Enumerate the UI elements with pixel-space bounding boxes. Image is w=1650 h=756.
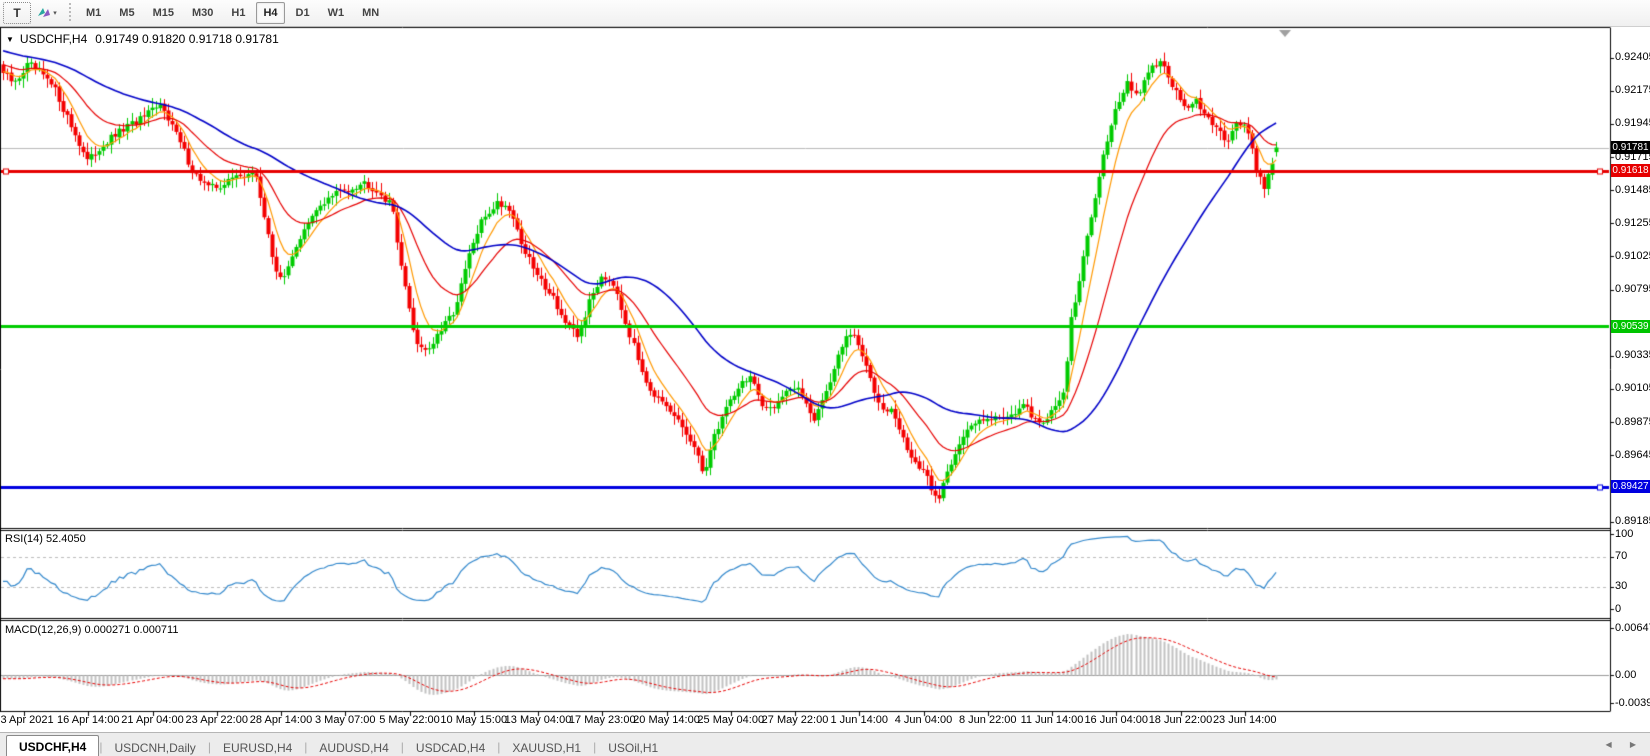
date-axis-label: 16 Apr 14:00: [57, 714, 120, 726]
tab-separator: |: [497, 739, 501, 754]
tab-separator: |: [400, 739, 404, 754]
price-axis-label: 0.90795: [1615, 283, 1650, 296]
date-axis-label: 1 Jun 14:00: [830, 714, 889, 726]
tab-separator: |: [99, 739, 103, 754]
chart-tab-eurusd[interactable]: EURUSD,H4: [222, 740, 293, 755]
rsi-axis-label: 70: [1615, 550, 1628, 562]
tab-scroll-left-icon[interactable]: ◀: [1605, 740, 1620, 749]
chart-symbol-period: USDCHF,H4: [19, 32, 88, 46]
chart-tab-usoil[interactable]: USOil,H1: [608, 740, 659, 755]
price-axis-label: 0.89185: [1615, 515, 1650, 528]
tab-scroll-arrows: ◀ ▶: [1605, 740, 1644, 749]
chart-dropdown-arrow-icon[interactable]: ▼: [6, 34, 14, 44]
date-axis-label: 23 Jun 14:00: [1212, 714, 1277, 726]
chart-title: ▼ USDCHF,H4 0.91749 0.91820 0.91718 0.91…: [6, 32, 279, 46]
date-axis-label: 10 May 15:00: [440, 714, 508, 726]
date-axis-label: 21 Apr 04:00: [121, 714, 184, 726]
rsi-axis-label: 100: [1615, 527, 1634, 540]
chart-ohlc-values: 0.91749 0.91820 0.91718 0.91781: [95, 32, 279, 46]
price-axis-label: 0.89645: [1615, 448, 1650, 461]
chart-tab-xauusd[interactable]: XAUUSD,H1: [512, 740, 582, 755]
rsi-axis-label: 30: [1615, 580, 1628, 592]
tab-scroll-right-icon[interactable]: ▶: [1629, 740, 1644, 749]
price-axis-label: 0.92175: [1615, 84, 1650, 97]
tab-separator: |: [593, 739, 597, 754]
green-line-price-badge: 0.90539: [1611, 319, 1650, 333]
date-axis-label: 4 Jun 04:00: [894, 714, 953, 726]
macd-axis-label: 0.00: [1615, 668, 1637, 681]
date-axis-label: 16 Jun 04:00: [1084, 714, 1149, 726]
date-axis-label: 20 May 14:00: [633, 714, 700, 726]
price-axis-label: 0.91025: [1615, 249, 1650, 262]
chart-tab-usdcnh[interactable]: USDCNH,Daily: [114, 740, 196, 755]
date-axis-label: 8 Jun 22:00: [959, 714, 1017, 726]
date-axis-label: 13 May 04:00: [504, 714, 572, 726]
tab-separator: |: [304, 739, 308, 754]
rsi-axis-label: 0: [1615, 602, 1622, 615]
date-axis-label: 18 Jun 22:00: [1148, 714, 1213, 726]
red-line-price-badge: 0.91618: [1611, 164, 1650, 178]
tab-separator: |: [207, 739, 211, 754]
blue-line-price-badge: 0.89427: [1611, 480, 1650, 494]
date-axis-label: 13 Apr 2021: [0, 714, 54, 726]
chart-tab-bar: USDCHF,H4 | USDCNH,Daily | EURUSD,H4 | AUDUSD,…: [0, 732, 1650, 756]
price-axis-label: 0.89875: [1615, 415, 1650, 428]
price-axis-label: 0.91945: [1615, 117, 1650, 130]
date-axis-label: 28 Apr 14:00: [249, 714, 313, 726]
price-axis-label: 0.92405: [1615, 51, 1650, 64]
macd-label: MACD(12,26,9) 0.000271 0.000711: [5, 624, 179, 636]
date-axis-label: 25 May 04:00: [697, 714, 765, 726]
price-axis-label: 0.91255: [1615, 216, 1650, 229]
price-axis-label: 0.90105: [1615, 382, 1650, 395]
date-axis-label: 11 Jun 14:00: [1020, 714, 1084, 726]
chart-tab-usdcad[interactable]: USDCAD,H4: [415, 740, 486, 755]
date-axis-label: 23 Apr 22:00: [185, 714, 248, 726]
macd-axis-label: 0.00647: [1615, 621, 1650, 634]
rsi-label: RSI(14) 52.4050: [5, 533, 86, 545]
date-axis-label: 3 May 07:00: [314, 714, 376, 726]
price-axis-label: 0.90335: [1615, 349, 1650, 362]
price-axis-label: 0.91485: [1615, 183, 1650, 196]
current-price-badge: 0.91781: [1611, 141, 1650, 154]
date-axis-label: 17 May 23:00: [568, 714, 636, 726]
date-axis-label: 27 May 22:00: [761, 714, 829, 726]
chart-tab-audusd[interactable]: AUDUSD,H4: [319, 740, 389, 755]
chart-tab-usdchf[interactable]: USDCHF,H4: [6, 735, 100, 756]
date-axis-label: 5 May 22:00: [379, 714, 440, 726]
